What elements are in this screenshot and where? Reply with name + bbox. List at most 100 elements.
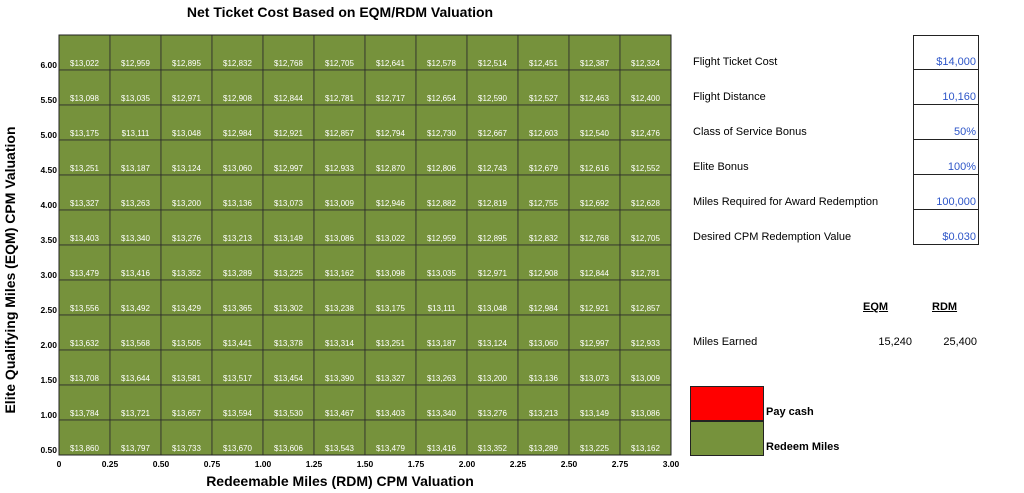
heatmap-cell-value: $12,667 [478, 129, 507, 138]
heatmap-cell [466, 419, 519, 456]
x-tick-label: 1.25 [306, 459, 323, 469]
heatmap-cell-value: $13,403 [376, 409, 405, 418]
heatmap-cell [262, 279, 315, 316]
heatmap-cell [211, 139, 264, 176]
heatmap-cell [160, 139, 213, 176]
heatmap-cell-value: $12,832 [529, 234, 558, 243]
heatmap-cell [517, 349, 570, 386]
heatmap-cell-value: $12,781 [631, 269, 660, 278]
heatmap-cell-value: $12,463 [580, 94, 609, 103]
x-tick-label: 3.00 [663, 459, 680, 469]
heatmap-cell-value: $12,730 [427, 129, 456, 138]
heatmap-cell-value: $13,162 [631, 444, 660, 453]
heatmap-cell [58, 349, 111, 386]
heatmap-cell [313, 139, 366, 176]
heatmap-cell-value: $13,048 [172, 129, 201, 138]
heatmap-cell-value: $12,984 [529, 304, 558, 313]
heatmap-cell [160, 244, 213, 281]
heatmap-cell-value: $12,705 [631, 234, 660, 243]
heatmap-cell-value: $13,124 [172, 164, 201, 173]
heatmap-cell [364, 209, 417, 246]
heatmap-cell [619, 244, 672, 281]
heatmap-cell [466, 174, 519, 211]
heatmap-cell-value: $13,390 [325, 374, 354, 383]
heatmap-cell [313, 419, 366, 456]
heatmap-cell [466, 384, 519, 421]
heatmap-cell-value: $13,670 [223, 444, 252, 453]
heatmap-cell [466, 349, 519, 386]
heatmap-cell-value: $13,225 [274, 269, 303, 278]
heatmap-cell [466, 314, 519, 351]
heatmap-cell-value: $13,098 [70, 94, 99, 103]
heatmap-cell-value: $13,009 [325, 199, 354, 208]
heatmap-cell [211, 314, 264, 351]
input-cell-class-bonus[interactable]: 50% [913, 105, 979, 140]
eqm-header: EQM [863, 301, 889, 313]
heatmap-cell-value: $12,387 [580, 59, 609, 68]
input-label-elite-bonus: Elite Bonus [693, 161, 749, 173]
heatmap-cell [313, 314, 366, 351]
input-label-miles-required: Miles Required for Award Redemption [693, 196, 879, 208]
heatmap-cell [313, 279, 366, 316]
heatmap-cell-value: $12,908 [223, 94, 252, 103]
x-tick-label: 0.75 [204, 459, 221, 469]
heatmap-cell-value: $12,705 [325, 59, 354, 68]
heatmap-cell [160, 34, 213, 71]
heatmap-border [58, 34, 672, 456]
heatmap-cell-value: $12,755 [529, 199, 558, 208]
legend-label-pay-cash: Pay cash [766, 406, 814, 418]
heatmap-cell-value: $13,086 [325, 234, 354, 243]
input-cell-miles-required[interactable]: 100,000 [913, 175, 979, 210]
heatmap-cell-value: $13,416 [121, 269, 150, 278]
heatmap-cell-value: $13,568 [121, 339, 150, 348]
heatmap-cell [364, 419, 417, 456]
heatmap-cell-value: $13,721 [121, 409, 150, 418]
heatmap-cell-value: $12,768 [580, 234, 609, 243]
heatmap-cell-value: $13,378 [274, 339, 303, 348]
heatmap-cell-value: $12,717 [376, 94, 405, 103]
heatmap-cell [619, 69, 672, 106]
input-cell-flight-distance[interactable]: 10,160 [913, 70, 979, 105]
heatmap-cell [160, 349, 213, 386]
heatmap-cell [415, 349, 468, 386]
heatmap-cell [211, 419, 264, 456]
heatmap-cell [517, 384, 570, 421]
heatmap-cell-value: $13,517 [223, 374, 252, 383]
heatmap-cell [364, 174, 417, 211]
input-cell-desired-cpm[interactable]: $0.030 [913, 210, 979, 245]
y-tick-label: 3.50 [40, 235, 57, 245]
heatmap-cell-value: $13,238 [325, 304, 354, 313]
input-cell-ticket-cost[interactable]: $14,000 [913, 35, 979, 70]
input-label-class-bonus: Class of Service Bonus [693, 126, 807, 138]
heatmap-cell [109, 104, 162, 141]
heatmap-cell [58, 419, 111, 456]
eqm-miles-value: 15,240 [878, 336, 912, 348]
heatmap-cell [58, 34, 111, 71]
y-tick-label: 6.00 [40, 60, 57, 70]
heatmap-cell-value: $12,451 [529, 59, 558, 68]
heatmap-cell [109, 174, 162, 211]
heatmap-cell-value: $12,476 [631, 129, 660, 138]
heatmap-cell-value: $13,416 [427, 444, 456, 453]
heatmap-cell-value: $13,657 [172, 409, 201, 418]
y-tick-label: 4.00 [40, 200, 57, 210]
heatmap-cell [109, 209, 162, 246]
x-tick-label: 2.75 [612, 459, 629, 469]
heatmap-cell [211, 104, 264, 141]
heatmap-cell-value: $13,314 [325, 339, 354, 348]
heatmap-cell [415, 139, 468, 176]
heatmap-cell-value: $12,921 [580, 304, 609, 313]
heatmap-cell-value: $13,263 [427, 374, 456, 383]
heatmap-cell [619, 349, 672, 386]
heatmap-cell-value: $13,136 [529, 374, 558, 383]
heatmap-cell-value: $13,124 [478, 339, 507, 348]
heatmap-cell-value: $13,289 [223, 269, 252, 278]
heatmap-cell-value: $13,289 [529, 444, 558, 453]
heatmap-cell-value: $13,009 [631, 374, 660, 383]
input-label-ticket-cost: Flight Ticket Cost [693, 56, 778, 68]
heatmap-cell-value: $13,327 [376, 374, 405, 383]
rdm-header: RDM [932, 301, 958, 313]
heatmap-cell-value: $12,628 [631, 199, 660, 208]
input-cell-elite-bonus[interactable]: 100% [913, 140, 979, 175]
